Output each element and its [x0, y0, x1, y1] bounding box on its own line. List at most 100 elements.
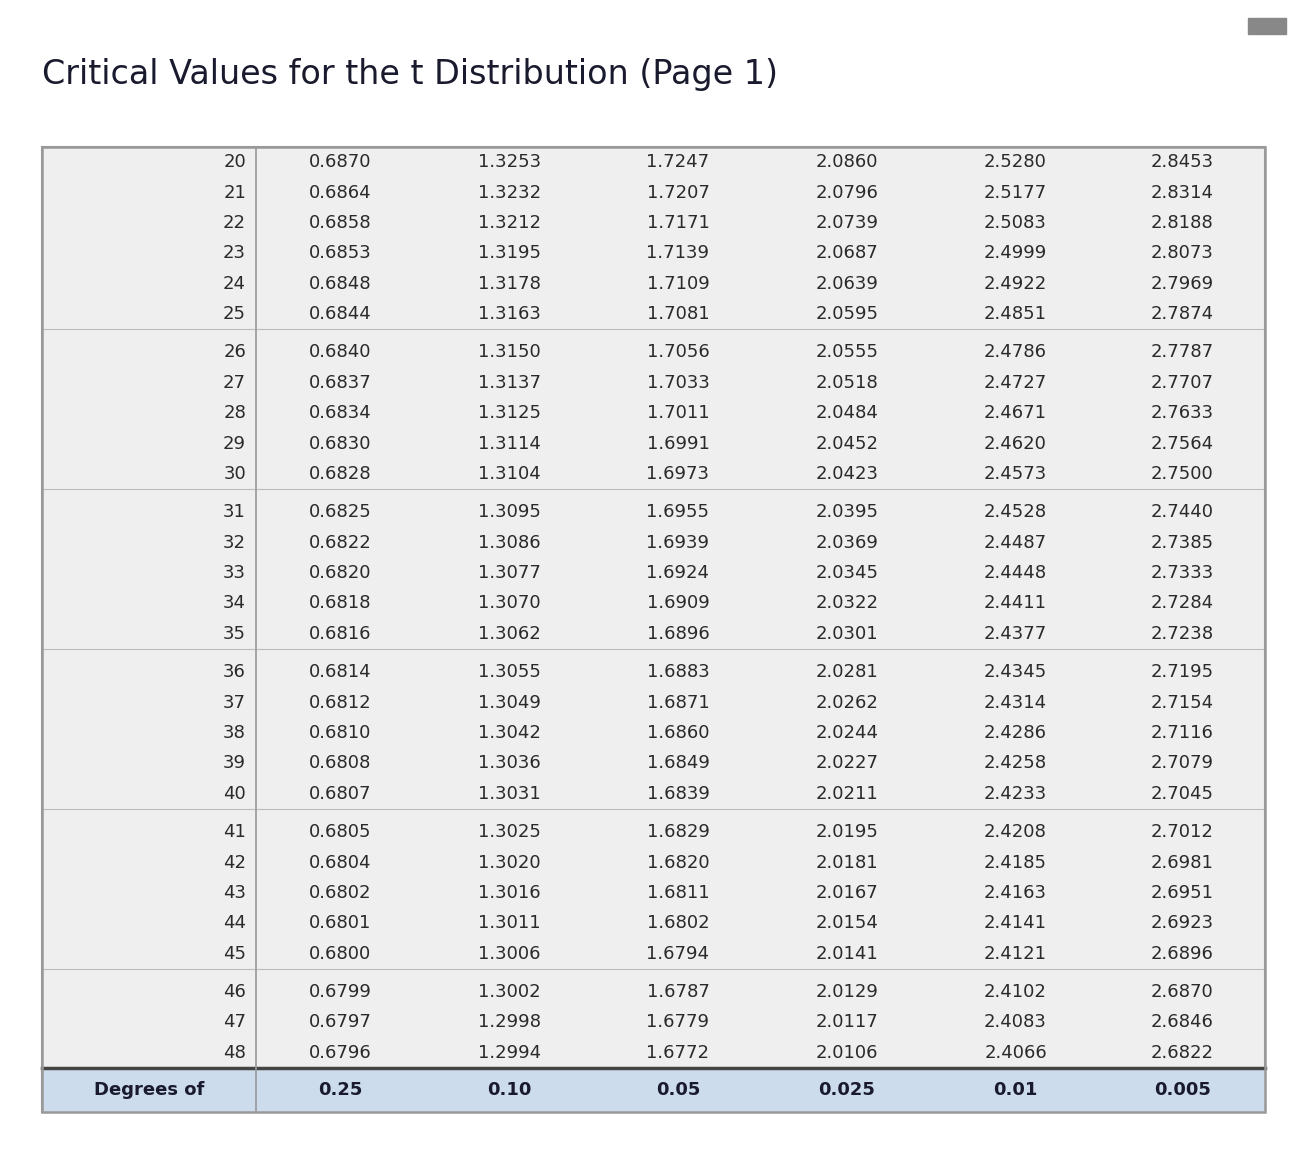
Text: 34: 34: [224, 594, 246, 613]
Text: 47: 47: [224, 1014, 246, 1031]
Text: 2.7012: 2.7012: [1151, 824, 1214, 841]
Text: 1.3002: 1.3002: [477, 983, 540, 1001]
Text: 2.0154: 2.0154: [815, 915, 878, 932]
Text: 0.10: 0.10: [487, 1081, 531, 1099]
Text: 2.0244: 2.0244: [815, 723, 878, 742]
Text: 1.3232: 1.3232: [477, 183, 540, 202]
Text: 2.0452: 2.0452: [815, 434, 878, 453]
Text: 2.4573: 2.4573: [984, 465, 1048, 483]
Text: 1.6779: 1.6779: [646, 1014, 709, 1031]
Text: 2.4851: 2.4851: [984, 305, 1046, 323]
Text: 1.6802: 1.6802: [646, 915, 709, 932]
Text: 0.6844: 0.6844: [309, 305, 371, 323]
Text: 2.0739: 2.0739: [815, 214, 878, 232]
Text: 43: 43: [224, 884, 246, 902]
Text: 0.01: 0.01: [993, 1081, 1037, 1099]
Text: 2.4922: 2.4922: [984, 274, 1048, 293]
Text: 1.6839: 1.6839: [646, 785, 709, 803]
Text: 0.6799: 0.6799: [309, 983, 371, 1001]
Text: 2.0301: 2.0301: [815, 624, 878, 643]
Text: 30: 30: [224, 465, 246, 483]
Text: 1.3020: 1.3020: [477, 854, 540, 872]
Text: 1.7171: 1.7171: [646, 214, 709, 232]
Text: 0.6797: 0.6797: [309, 1014, 371, 1031]
Text: 2.7238: 2.7238: [1151, 624, 1214, 643]
Text: 2.6951: 2.6951: [1151, 884, 1214, 902]
Text: 2.7045: 2.7045: [1151, 785, 1214, 803]
Text: 1.7207: 1.7207: [646, 183, 709, 202]
Text: 48: 48: [224, 1044, 246, 1062]
Text: 2.4066: 2.4066: [984, 1044, 1046, 1062]
Text: 2.7195: 2.7195: [1151, 664, 1214, 681]
Text: Degrees of: Degrees of: [94, 1081, 204, 1099]
Bar: [42, 147, 1265, 1112]
Text: 2.4620: 2.4620: [984, 434, 1046, 453]
Text: 2.0345: 2.0345: [815, 564, 878, 582]
Text: 1.3163: 1.3163: [477, 305, 540, 323]
Text: 0.25: 0.25: [318, 1081, 362, 1099]
Text: 1.3016: 1.3016: [477, 884, 540, 902]
Text: 1.6973: 1.6973: [646, 465, 709, 483]
Text: 2.0322: 2.0322: [815, 594, 878, 613]
Text: 35: 35: [224, 624, 246, 643]
Text: 1.3011: 1.3011: [477, 915, 540, 932]
Text: 2.4208: 2.4208: [984, 824, 1046, 841]
Text: 21: 21: [224, 183, 246, 202]
Text: 1.3062: 1.3062: [477, 624, 540, 643]
Text: 0.6828: 0.6828: [309, 465, 371, 483]
Text: 2.7633: 2.7633: [1151, 404, 1214, 423]
Text: 0.6796: 0.6796: [309, 1044, 371, 1062]
Text: 36: 36: [224, 664, 246, 681]
Text: 0.6820: 0.6820: [309, 564, 371, 582]
Text: 2.0106: 2.0106: [815, 1044, 878, 1062]
Text: 2.0262: 2.0262: [815, 694, 878, 712]
Text: 0.6801: 0.6801: [309, 915, 371, 932]
Text: 2.0211: 2.0211: [815, 785, 878, 803]
Text: 2.4286: 2.4286: [984, 723, 1046, 742]
Text: 2.4083: 2.4083: [984, 1014, 1046, 1031]
Text: 2.4314: 2.4314: [984, 694, 1048, 712]
Text: 2.7284: 2.7284: [1151, 594, 1214, 613]
Text: 1.3178: 1.3178: [477, 274, 540, 293]
Text: 2.7787: 2.7787: [1151, 343, 1214, 362]
Text: 41: 41: [224, 824, 246, 841]
Text: 32: 32: [224, 533, 246, 552]
Text: 2.8314: 2.8314: [1151, 183, 1214, 202]
Text: 2.0281: 2.0281: [815, 664, 878, 681]
Text: 1.6820: 1.6820: [646, 854, 709, 872]
Text: 1.7033: 1.7033: [646, 374, 709, 392]
Text: 0.05: 0.05: [655, 1081, 700, 1099]
Text: 1.3049: 1.3049: [477, 694, 540, 712]
Text: 37: 37: [224, 694, 246, 712]
Text: 23: 23: [224, 244, 246, 263]
Text: 2.7333: 2.7333: [1151, 564, 1214, 582]
Text: 1.3104: 1.3104: [477, 465, 540, 483]
Text: 2.0141: 2.0141: [815, 945, 878, 963]
Text: 2.4102: 2.4102: [984, 983, 1046, 1001]
Text: 1.3212: 1.3212: [477, 214, 540, 232]
Text: 1.6860: 1.6860: [646, 723, 709, 742]
Text: 1.3253: 1.3253: [477, 153, 540, 172]
Text: 28: 28: [224, 404, 246, 423]
Text: 40: 40: [224, 785, 246, 803]
Text: 1.7056: 1.7056: [646, 343, 709, 362]
Text: 2.8188: 2.8188: [1151, 214, 1214, 232]
Text: 2.5083: 2.5083: [984, 214, 1046, 232]
Text: 31: 31: [224, 503, 246, 522]
Text: 1.2998: 1.2998: [477, 1014, 540, 1031]
Text: 2.0129: 2.0129: [815, 983, 878, 1001]
Text: 2.4233: 2.4233: [984, 785, 1048, 803]
Text: 0.6812: 0.6812: [309, 694, 371, 712]
Text: 1.6772: 1.6772: [646, 1044, 709, 1062]
Text: Critical Values for the t Distribution (Page 1): Critical Values for the t Distribution (…: [42, 58, 778, 91]
Text: 2.0518: 2.0518: [815, 374, 878, 392]
Text: 2.6822: 2.6822: [1151, 1044, 1214, 1062]
Text: 0.025: 0.025: [819, 1081, 875, 1099]
Text: 1.3025: 1.3025: [477, 824, 540, 841]
Text: 2.4671: 2.4671: [984, 404, 1046, 423]
Text: 0.6834: 0.6834: [309, 404, 371, 423]
Text: 0.6816: 0.6816: [309, 624, 371, 643]
Text: 2.5177: 2.5177: [984, 183, 1048, 202]
Bar: [42, 1068, 1265, 1112]
Text: 2.8073: 2.8073: [1151, 244, 1214, 263]
